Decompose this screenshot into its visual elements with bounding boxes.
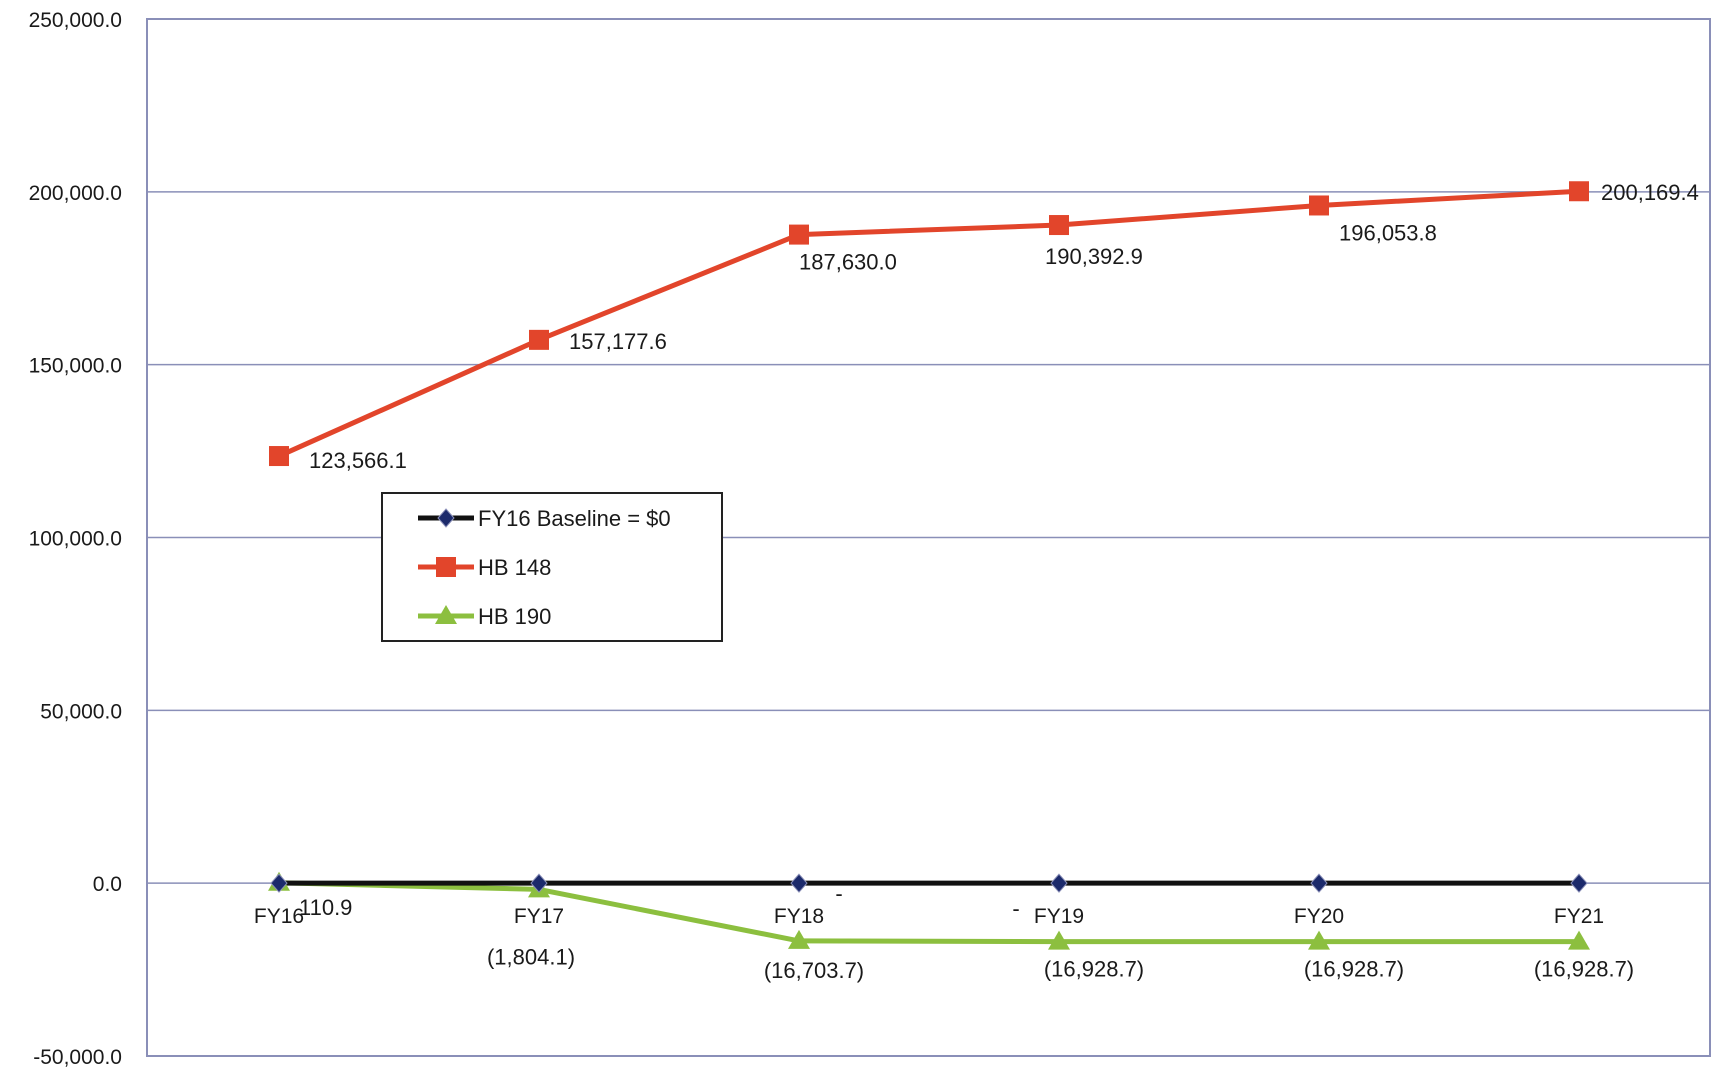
x-category-label: FY19 — [1034, 905, 1084, 928]
data-label: (16,928.7) — [1044, 957, 1144, 982]
data-label: 190,392.9 — [1045, 244, 1143, 269]
data-labels: 123,566.1 157,177.6 187,630.0 190,392.9 196,… — [299, 180, 1699, 983]
data-label: 110.9 — [299, 895, 352, 920]
series-1-point — [269, 446, 289, 467]
series-1-point — [1569, 181, 1589, 202]
legend-swatch-marker — [437, 508, 455, 528]
data-label: (1,804.1) — [487, 944, 575, 969]
series-0-point — [270, 873, 288, 893]
data-label: - — [1012, 896, 1019, 921]
y-tick-label: 100,000.0 — [29, 528, 122, 551]
y-axis-tick-labels: -50,000.0 0.0 50,000.0 100,000.0 150,000.0 20… — [29, 9, 122, 1069]
series-0-point — [790, 873, 808, 893]
data-label: 157,177.6 — [569, 329, 667, 354]
data-label: 200,169.4 — [1601, 180, 1699, 205]
data-label: (16,928.7) — [1534, 957, 1634, 982]
x-category-label: FY21 — [1554, 905, 1604, 928]
series-line-1 — [277, 188, 1580, 459]
y-tick-label: 0.0 — [93, 873, 122, 896]
data-label: (16,928.7) — [1304, 957, 1404, 982]
y-tick-label: -50,000.0 — [33, 1046, 122, 1069]
series-2-point — [788, 929, 810, 949]
data-label: - — [835, 881, 842, 906]
x-category-label: FY17 — [514, 905, 564, 928]
series-0-point — [1050, 873, 1068, 893]
legend-swatch-marker — [435, 605, 457, 624]
y-tick-label: 200,000.0 — [29, 182, 122, 205]
series-lines — [277, 188, 1580, 945]
legend-swatch-marker — [436, 557, 456, 577]
series-1-point — [1049, 215, 1069, 236]
x-category-label: FY16 — [254, 905, 304, 928]
y-tick-label: 250,000.0 — [29, 9, 122, 32]
legend-entry-label: FY16 Baseline = $0 — [478, 506, 671, 531]
data-label: 196,053.8 — [1339, 220, 1437, 245]
y-tick-label: 50,000.0 — [40, 700, 122, 723]
y-tick-label: 150,000.0 — [29, 355, 122, 378]
legend-entry-label: HB 148 — [478, 555, 551, 580]
series-2-point — [1308, 930, 1330, 950]
legend: FY16 Baseline = $0 HB 148 HB 190 — [381, 492, 723, 642]
series-0-point — [530, 873, 548, 893]
x-axis-category-labels: FY16 FY17 FY18 FY19 FY20 FY21 — [254, 905, 1604, 928]
legend-entry-label: HB 190 — [478, 604, 551, 629]
data-label: 187,630.0 — [799, 250, 897, 275]
x-category-label: FY20 — [1294, 905, 1344, 928]
series-0-point — [1310, 873, 1328, 893]
x-category-label: FY18 — [774, 905, 824, 928]
series-line-2 — [278, 880, 1579, 945]
series-2-point — [1568, 930, 1590, 950]
series-0-point — [1570, 873, 1588, 893]
series-1-point — [1309, 195, 1329, 216]
series-1-point — [529, 329, 549, 350]
series-markers — [268, 181, 1590, 950]
series-1-point — [789, 224, 809, 245]
data-label: (16,703.7) — [764, 958, 864, 983]
data-label: 123,566.1 — [309, 448, 407, 473]
series-2-point — [1048, 930, 1070, 950]
